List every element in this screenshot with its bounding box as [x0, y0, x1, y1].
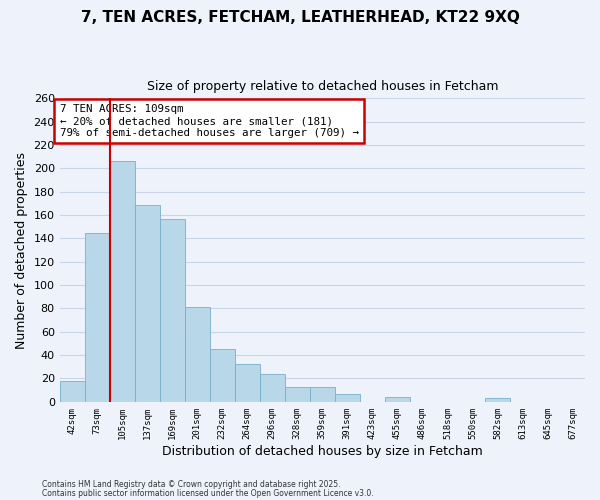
Bar	[335, 394, 360, 402]
Bar	[85, 232, 110, 402]
Text: Contains HM Land Registry data © Crown copyright and database right 2025.: Contains HM Land Registry data © Crown c…	[42, 480, 341, 489]
Bar	[160, 218, 185, 402]
Bar	[235, 364, 260, 402]
Bar	[110, 162, 135, 402]
Bar	[385, 397, 410, 402]
Bar	[485, 398, 510, 402]
Title: Size of property relative to detached houses in Fetcham: Size of property relative to detached ho…	[146, 80, 498, 93]
Text: 7 TEN ACRES: 109sqm
← 20% of detached houses are smaller (181)
79% of semi-detac: 7 TEN ACRES: 109sqm ← 20% of detached ho…	[59, 104, 359, 138]
X-axis label: Distribution of detached houses by size in Fetcham: Distribution of detached houses by size …	[162, 444, 483, 458]
Bar	[185, 308, 210, 402]
Text: Contains public sector information licensed under the Open Government Licence v3: Contains public sector information licen…	[42, 488, 374, 498]
Bar	[59, 381, 85, 402]
Bar	[310, 386, 335, 402]
Bar	[260, 374, 285, 402]
Bar	[135, 204, 160, 402]
Bar	[285, 386, 310, 402]
Text: 7, TEN ACRES, FETCHAM, LEATHERHEAD, KT22 9XQ: 7, TEN ACRES, FETCHAM, LEATHERHEAD, KT22…	[80, 10, 520, 25]
Y-axis label: Number of detached properties: Number of detached properties	[15, 152, 28, 348]
Bar	[210, 350, 235, 402]
